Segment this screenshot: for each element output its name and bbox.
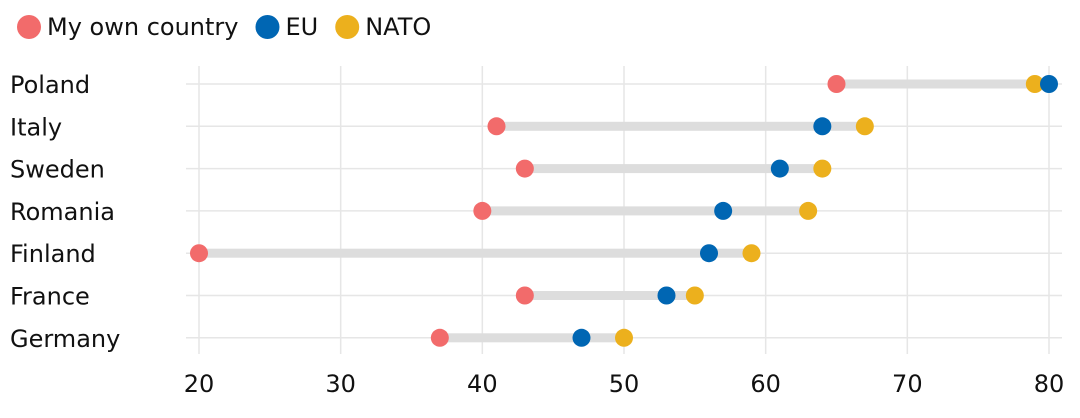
legend-swatch-eu <box>255 15 280 39</box>
dot-eu-germany <box>572 328 591 347</box>
y-axis-labels: Poland Italy Sweden Romania Finland France Ger… <box>10 71 120 353</box>
dot-own-poland <box>827 75 846 93</box>
legend-label-own: My own country <box>47 13 238 41</box>
data-points <box>190 75 1058 347</box>
legend: My own country EU NATO <box>17 13 431 41</box>
legend-swatch-nato <box>335 15 360 39</box>
x-tick-label-60: 60 <box>750 370 781 398</box>
dot-nato-germany <box>615 328 633 347</box>
x-tick-label-50: 50 <box>609 370 640 398</box>
dot-nato-finland <box>742 244 761 263</box>
range-bar-romania <box>482 206 809 216</box>
dot-own-finland <box>190 244 208 263</box>
range-bar-france <box>524 291 695 300</box>
x-axis-labels: 20 30 40 50 60 70 80 <box>184 370 1065 398</box>
dot-eu-poland <box>1040 75 1058 93</box>
country-label-italy: Italy <box>10 113 62 141</box>
legend-label-nato: NATO <box>365 13 431 41</box>
range-bar-italy <box>496 121 865 131</box>
dot-eu-romania <box>714 201 733 220</box>
dot-nato-romania <box>799 201 818 220</box>
range-bar-poland <box>836 79 1049 89</box>
country-label-france: France <box>10 283 90 311</box>
x-tick-label-70: 70 <box>892 370 923 398</box>
dot-own-romania <box>473 201 492 220</box>
range-bar-sweden <box>524 164 823 174</box>
dot-own-sweden <box>515 159 534 178</box>
dot-nato-france <box>685 286 704 305</box>
x-tick-label-80: 80 <box>1034 370 1065 398</box>
x-tick-label-40: 40 <box>467 370 498 398</box>
country-label-finland: Finland <box>10 240 96 268</box>
dot-eu-finland <box>700 244 718 263</box>
legend-label-eu: EU <box>285 13 318 41</box>
range-bar-germany <box>439 333 624 343</box>
x-tick-label-20: 20 <box>184 370 215 398</box>
dot-eu-france <box>657 286 676 305</box>
dot-own-france <box>515 286 534 305</box>
dot-eu-italy <box>813 117 832 136</box>
country-label-romania: Romania <box>10 198 115 226</box>
dot-nato-sweden <box>813 159 832 178</box>
dot-own-germany <box>430 328 449 347</box>
x-tick-label-30: 30 <box>325 370 356 398</box>
range-bars <box>199 79 1049 343</box>
range-bar-finland <box>199 248 752 258</box>
dot-own-italy <box>487 117 506 136</box>
country-label-poland: Poland <box>10 71 90 99</box>
dot-eu-sweden <box>770 159 789 178</box>
country-label-germany: Germany <box>10 325 120 353</box>
country-label-sweden: Sweden <box>10 156 105 184</box>
legend-swatch-own <box>17 15 41 39</box>
dot-nato-poland <box>1025 75 1044 93</box>
dot-nato-italy <box>855 117 874 136</box>
